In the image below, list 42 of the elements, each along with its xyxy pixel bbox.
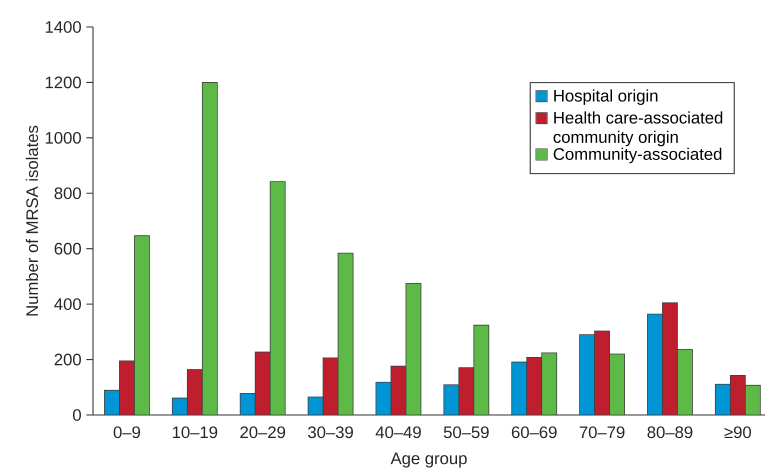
y-tick-label: 1000 [46,132,81,144]
x-tick-label: 60–69 [512,426,557,438]
bar [594,330,610,415]
bar [730,374,746,415]
bar [322,357,338,415]
y-tick-label: 1200 [46,76,81,88]
bar [390,366,406,415]
bar [376,382,392,415]
bar [526,356,542,415]
y-tick-label: 1400 [46,21,81,33]
x-tick-label: 10–19 [172,426,218,438]
bar [443,384,460,415]
y-axis-title: Number of MRSA isolates [26,126,38,316]
y-tick-label: 600 [54,242,81,255]
x-tick-label: 50–59 [444,426,489,438]
bar [254,352,271,415]
bar [714,384,731,415]
bar [579,334,595,415]
bar [458,367,474,415]
bar [186,369,203,415]
y-tick-label: 200 [54,354,81,366]
bar [662,302,678,415]
x-tick-label: 0–9 [114,426,140,438]
x-tick-label: ≥90 [724,426,752,438]
x-tick-label: 30–39 [308,426,353,438]
bar [104,390,120,415]
y-tick-label: 0 [73,409,81,421]
x-tick-label: 20–29 [240,426,286,438]
bar [240,392,256,415]
y-tick-label: 400 [54,298,81,310]
bar [119,360,135,415]
bar [172,398,188,415]
legend-label: Hospital origin [554,89,658,105]
bar [647,314,663,415]
legend-label: Health care-associated community origin [554,111,722,146]
y-tick-label: 800 [54,187,81,200]
x-tick-label: 80–89 [648,426,692,438]
x-tick-label: 70–79 [580,426,624,438]
x-axis-title: Age group [390,452,467,468]
bar [511,362,528,415]
legend-label: Community-associated [554,148,722,164]
x-tick-label: 40–49 [376,426,421,438]
